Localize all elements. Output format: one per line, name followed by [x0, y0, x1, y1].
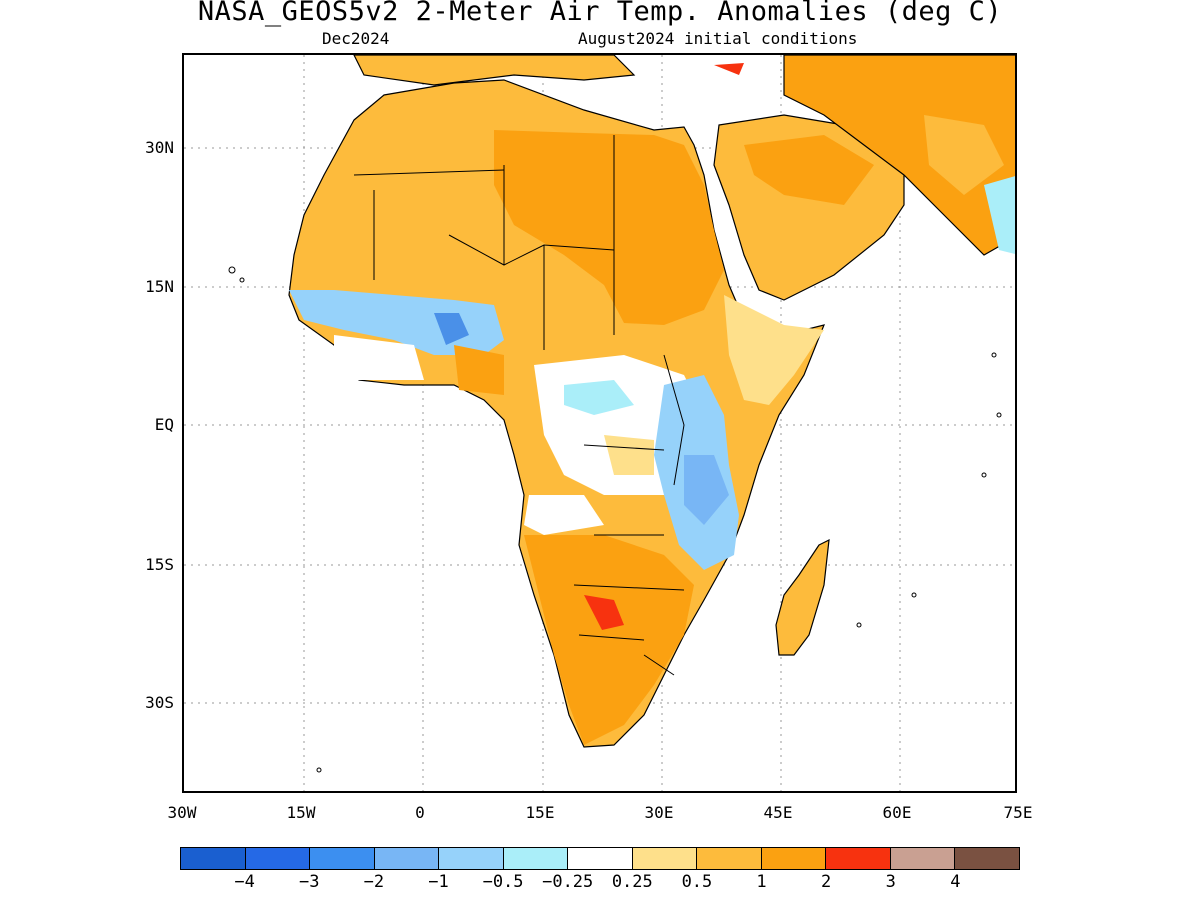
legend-label: 1	[756, 872, 767, 892]
legend-swatch	[826, 848, 891, 869]
lat-label-15s: 15S	[145, 555, 174, 574]
legend-swatch	[374, 848, 440, 869]
middle-east	[783, 55, 1015, 256]
lon-label-0: 0	[415, 803, 425, 822]
map-svg	[184, 55, 1015, 791]
southern-europe	[353, 55, 636, 86]
legend-swatch	[568, 848, 633, 869]
legend-label: 0.5	[681, 872, 713, 892]
legend-label: 2	[821, 872, 832, 892]
legend-label: −0.25	[542, 872, 594, 892]
lat-label-eq: EQ	[154, 415, 174, 434]
legend-swatch	[890, 848, 956, 869]
legend-swatch	[245, 848, 311, 869]
anomaly-map	[182, 53, 1017, 793]
lon-label-30e: 30E	[644, 803, 674, 822]
color-legend	[180, 847, 1020, 870]
legend-swatch	[503, 848, 569, 869]
lat-label-30s: 30S	[145, 693, 174, 712]
lon-label-15e: 15E	[525, 803, 555, 822]
legend-swatch	[310, 848, 375, 869]
legend-swatch	[761, 848, 827, 869]
legend-swatch	[697, 848, 762, 869]
initial-conditions-label: August2024 initial conditions	[578, 29, 858, 48]
legend-swatch	[439, 848, 504, 869]
islands	[228, 266, 1002, 773]
lat-label-15n: 15N	[145, 277, 174, 296]
lat-label-30n: 30N	[145, 138, 174, 157]
legend-label: 4	[950, 872, 961, 892]
legend-label: 0.25	[611, 872, 653, 892]
legend-label: −2	[363, 872, 385, 892]
lon-label-45e: 45E	[763, 803, 793, 822]
legend-label: −3	[298, 872, 320, 892]
lon-label-15w: 15W	[286, 803, 316, 822]
legend-label: 3	[885, 872, 896, 892]
forecast-month: Dec2024	[322, 29, 390, 48]
lon-label-60e: 60E	[882, 803, 912, 822]
madagascar	[775, 538, 830, 656]
country-borders	[353, 135, 685, 676]
lon-label-30w: 30W	[167, 803, 197, 822]
legend-swatch	[632, 848, 698, 869]
lon-label-75e: 75E	[1003, 803, 1033, 822]
legend-label: −0.5	[482, 872, 524, 892]
chart-title: NASA_GEOS5v2 2-Meter Air Temp. Anomalies…	[197, 0, 1003, 27]
africa-landmass	[288, 79, 825, 748]
legend-label: −4	[234, 872, 255, 892]
legend-swatch	[955, 848, 1019, 869]
legend-swatch	[181, 848, 246, 869]
legend-label: −1	[428, 872, 449, 892]
